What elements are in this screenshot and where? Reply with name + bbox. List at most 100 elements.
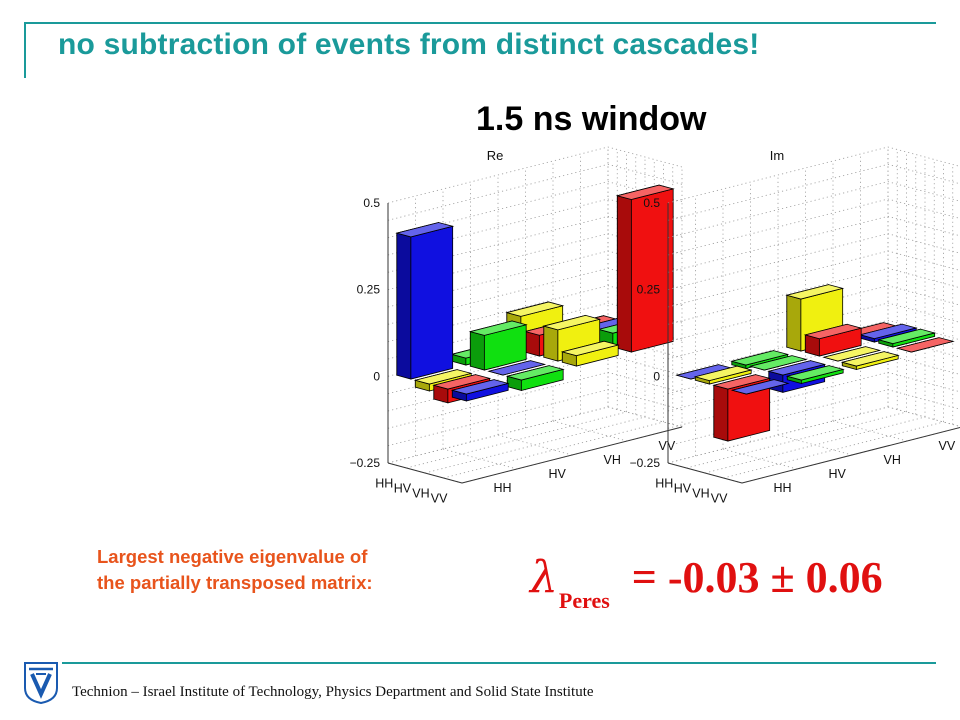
bar-face-right (630, 188, 674, 353)
bar-face-front (786, 294, 802, 352)
grid-line (667, 198, 960, 256)
bar-face-top (785, 365, 845, 381)
bar-face-top (413, 369, 473, 385)
z-tick-label: −0.25 (630, 456, 661, 470)
grid-line (887, 406, 960, 427)
bar-face-top (785, 284, 845, 300)
grid-line (387, 371, 683, 429)
bar-VV-VH (840, 351, 900, 371)
grid-line (686, 411, 907, 469)
grid-line (667, 302, 960, 360)
bar-face-top (877, 328, 937, 345)
bar-HV-VH (803, 323, 863, 357)
bar-HH-HH (395, 221, 455, 380)
grid-line (442, 448, 518, 470)
grid-line (777, 434, 853, 456)
bar-HH-HV (730, 350, 790, 370)
bar-face-front (543, 325, 559, 362)
grid-line (667, 250, 960, 308)
bar-face-top (505, 365, 565, 381)
bar-face-top (450, 379, 510, 395)
grid-line (607, 406, 683, 428)
bar-face-top (858, 323, 918, 340)
z-tick-label: 0 (653, 369, 660, 383)
bar-face-top (468, 320, 528, 336)
eigenvalue-caption-line2: the partially transposed matrix: (97, 572, 373, 593)
row-label: VH (692, 487, 709, 501)
grid-line (667, 319, 960, 377)
col-label: VV (659, 439, 676, 453)
grid-line (722, 448, 798, 470)
lambda-subscript: Peres (558, 588, 610, 613)
bar-face-front (616, 195, 632, 353)
grid-line (667, 267, 960, 325)
bar-face-top (840, 351, 900, 367)
grid-line (497, 434, 573, 456)
footer-rule (62, 662, 936, 664)
row-axis (387, 462, 463, 484)
row-label: VV (711, 492, 728, 506)
grid-line (387, 163, 683, 221)
grid-line (552, 420, 628, 442)
z-tick-label: 0.25 (637, 283, 661, 297)
bar-VH-VV (877, 328, 937, 348)
bar-face-top (822, 346, 882, 362)
bar-VV-HH (450, 379, 510, 402)
col-label: HH (774, 481, 792, 495)
col-label: HV (549, 467, 567, 481)
row-label: HH (655, 477, 673, 491)
grid-line (443, 421, 664, 479)
bar-VH-HH (712, 374, 772, 442)
bar-face-top (730, 350, 790, 366)
bar-face-top (767, 360, 827, 376)
grid-line (667, 389, 960, 447)
z-tick-label: 0.5 (643, 196, 660, 210)
header-rule-vertical (24, 22, 26, 78)
z-tick-label: 0 (373, 369, 380, 383)
plot-title: Im (770, 148, 784, 163)
bar-VV-VH (560, 340, 620, 367)
col-label: HH (494, 481, 512, 495)
footer-text: Technion – Israel Institute of Technolog… (72, 684, 594, 700)
bar-face-front (524, 330, 540, 357)
bar-VH-VH (822, 346, 882, 362)
grid-line (667, 146, 960, 204)
grid-line (832, 420, 908, 442)
row-label: HH (375, 477, 393, 491)
technion-logo-icon (24, 662, 58, 704)
plot-title: Re (487, 148, 504, 163)
grid-line (667, 163, 960, 221)
z-tick-label: −0.25 (350, 456, 381, 470)
z-tick-label: 0.5 (363, 196, 380, 210)
bar-face-top (505, 301, 565, 317)
grid-line (387, 389, 683, 447)
grid-line (723, 421, 944, 479)
bar-face-front (396, 232, 412, 380)
col-label: VH (884, 453, 901, 467)
bar-HV-HV (748, 355, 808, 371)
row-label: VV (431, 492, 448, 506)
bars (675, 284, 955, 442)
row-axis (667, 462, 743, 484)
grid-line (667, 285, 960, 343)
eigenvalue-caption-line1: Largest negative eigenvalue of (97, 546, 368, 567)
bar-face-top (615, 184, 675, 200)
bar-face-top (560, 340, 620, 357)
header-rule-horizontal (24, 22, 936, 24)
bar-face-top (895, 337, 955, 353)
bar-face-top (395, 222, 455, 238)
bar-face-top (803, 323, 863, 340)
bar-VV-HV (785, 365, 845, 385)
col-axis (741, 426, 960, 484)
slide-title: no subtraction of events from distinct c… (58, 28, 760, 61)
col-label: HV (829, 467, 847, 481)
bar-VV-HV (505, 365, 565, 391)
bar-HV-VV (858, 323, 918, 343)
bar-VV-HH (730, 379, 790, 395)
grid-line (667, 215, 960, 273)
bar-face-top (730, 379, 790, 395)
row-label: HV (674, 482, 692, 496)
